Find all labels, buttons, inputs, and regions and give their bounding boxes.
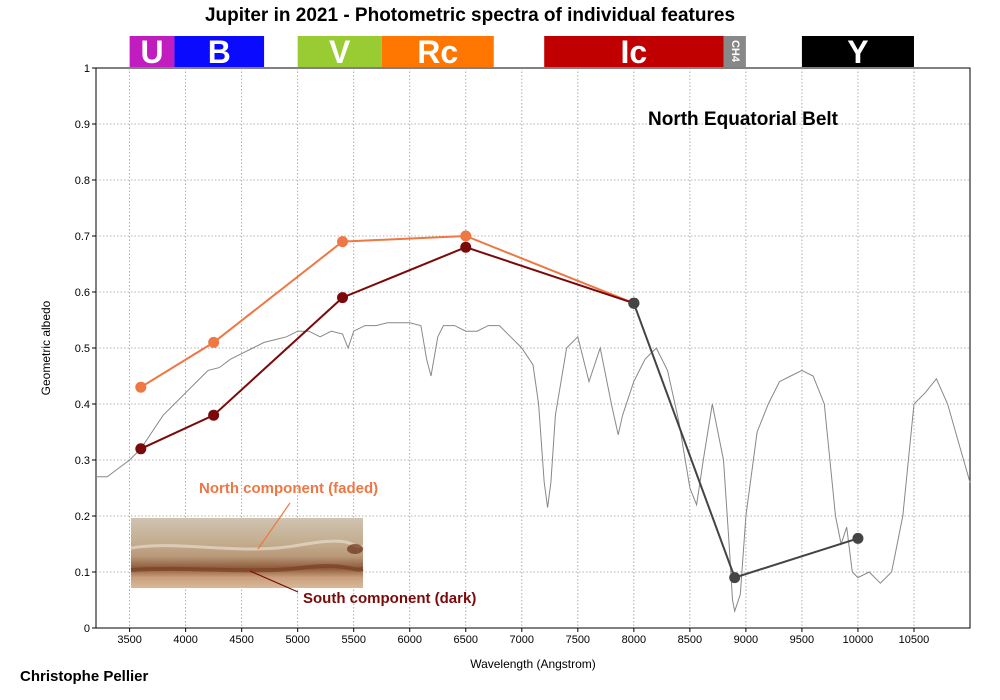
x-tick-label: 5000 bbox=[285, 634, 309, 646]
filter-band-label-2: V bbox=[329, 34, 351, 70]
y-tick-label: 0.7 bbox=[75, 231, 90, 243]
x-tick-label: 4500 bbox=[229, 634, 253, 646]
series-1-point bbox=[460, 241, 472, 253]
filter-band-label-0: U bbox=[140, 34, 163, 70]
filter-band-5 bbox=[723, 36, 746, 67]
south-component-pointer bbox=[249, 570, 299, 593]
series-1-point bbox=[135, 443, 147, 455]
filter-band-label-5: CH4 bbox=[729, 40, 741, 63]
series-2-point bbox=[628, 297, 640, 309]
y-tick-label: 0.8 bbox=[75, 175, 90, 187]
filter-band-1 bbox=[174, 36, 265, 67]
author-credit: Christophe Pellier bbox=[20, 668, 149, 685]
filter-band-label-1: B bbox=[208, 34, 231, 70]
y-tick-label: 0.4 bbox=[75, 399, 90, 411]
x-tick-label: 9000 bbox=[734, 634, 758, 646]
series-2-point bbox=[729, 572, 741, 584]
y-tick-label: 0 bbox=[84, 623, 90, 635]
x-tick-label: 4000 bbox=[173, 634, 197, 646]
filter-band-label-6: Y bbox=[847, 34, 868, 70]
x-axis-ticks: 3500 4000 4500 5000 5500 6000 6500 7000 7500 8000… bbox=[117, 628, 929, 646]
jupiter-belt-image bbox=[130, 518, 364, 588]
filter-band-0 bbox=[129, 36, 175, 67]
data-series bbox=[135, 230, 864, 584]
series-1-point bbox=[208, 409, 220, 421]
x-tick-label: 8500 bbox=[678, 634, 702, 646]
y-tick-label: 0.2 bbox=[75, 511, 90, 523]
filter-band-label-3: Rc bbox=[417, 34, 458, 70]
series-0-point bbox=[135, 381, 147, 393]
filter-band-3 bbox=[381, 36, 494, 67]
x-axis-title: Wavelength (Angstrom) bbox=[470, 657, 596, 671]
x-tick-label: 10500 bbox=[899, 634, 930, 646]
x-tick-label: 3500 bbox=[117, 634, 141, 646]
x-tick-label: 6500 bbox=[454, 634, 478, 646]
y-tick-label: 0.9 bbox=[75, 119, 90, 131]
series-0-point bbox=[337, 236, 349, 248]
y-axis-ticks: 0 0.1 0.2 0.3 0.4 0.5 0.6 0.7 0.8 0.9 1 bbox=[75, 63, 96, 635]
y-axis-title: Geometric albedo bbox=[39, 300, 53, 395]
y-tick-label: 0.1 bbox=[75, 567, 90, 579]
x-tick-label: 7500 bbox=[566, 634, 590, 646]
reference-spectrum-line bbox=[96, 322, 971, 614]
feature-label: North Equatorial Belt bbox=[648, 109, 839, 130]
filter-band-4 bbox=[544, 36, 724, 67]
x-tick-label: 5500 bbox=[341, 634, 365, 646]
y-tick-label: 1 bbox=[84, 63, 90, 75]
x-tick-label: 6000 bbox=[398, 634, 422, 646]
filter-bands: U B V Rc Ic CH4 Y bbox=[129, 34, 914, 70]
series-2-point bbox=[852, 532, 864, 544]
north-component-label: North component (faded) bbox=[199, 480, 378, 497]
south-component-label: South component (dark) bbox=[303, 590, 476, 607]
x-tick-label: 7000 bbox=[510, 634, 534, 646]
filter-band-6 bbox=[801, 36, 914, 67]
filter-band-label-4: Ic bbox=[621, 34, 648, 70]
series-0-point bbox=[460, 230, 472, 242]
series-0-point bbox=[208, 336, 220, 348]
x-tick-label: 8000 bbox=[622, 634, 646, 646]
x-tick-label: 9500 bbox=[790, 634, 814, 646]
y-tick-label: 0.3 bbox=[75, 455, 90, 467]
chart-title: Jupiter in 2021 - Photometric spectra of… bbox=[205, 5, 735, 26]
y-tick-label: 0.6 bbox=[75, 287, 90, 299]
filter-band-2 bbox=[297, 36, 382, 67]
north-component-pointer bbox=[257, 502, 291, 550]
y-tick-label: 0.5 bbox=[75, 343, 90, 355]
series-1-point bbox=[337, 292, 349, 304]
x-tick-label: 10000 bbox=[843, 634, 874, 646]
